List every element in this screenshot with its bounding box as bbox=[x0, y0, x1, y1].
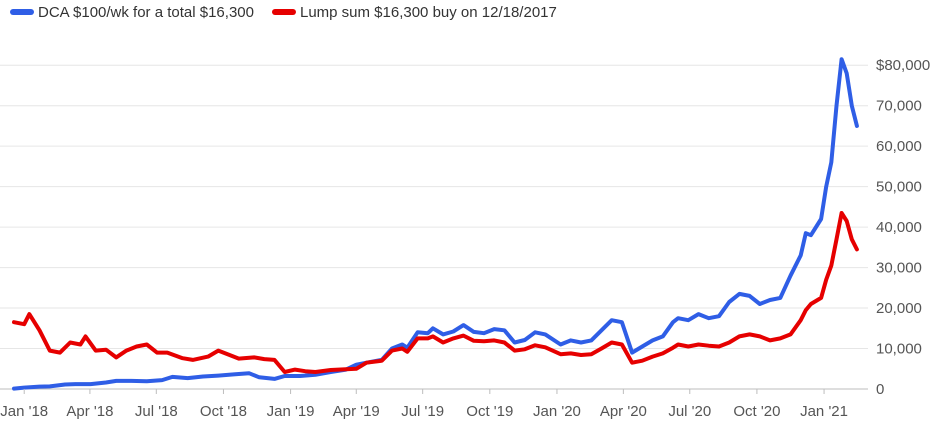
y-tick-label: 40,000 bbox=[876, 219, 922, 236]
legend: DCA $100/wk for a total $16,300 Lump sum … bbox=[10, 4, 557, 21]
x-tick-label: Apr '19 bbox=[333, 403, 380, 420]
x-axis-tick-labels: Jan '18 Apr '18 Jul '18 Oct '18 Jan '19 Apr '… bbox=[0, 389, 848, 420]
y-tick-label: $80,000 bbox=[876, 57, 930, 74]
x-tick-label: Jan '21 bbox=[800, 403, 848, 420]
x-tick-label: Oct '19 bbox=[466, 403, 513, 420]
y-tick-label: 60,000 bbox=[876, 138, 922, 155]
series-line-1 bbox=[12, 211, 859, 374]
legend-swatch bbox=[271, 9, 296, 15]
y-tick-label: 0 bbox=[876, 381, 884, 398]
y-tick-label: 10,000 bbox=[876, 341, 922, 358]
x-tick-label: Jan '20 bbox=[533, 403, 581, 420]
x-tick-label: Jul '19 bbox=[401, 403, 444, 420]
legend-swatch bbox=[10, 9, 34, 15]
y-tick-label: 70,000 bbox=[876, 98, 922, 115]
y-tick-label: 20,000 bbox=[876, 300, 922, 317]
x-tick-label: Apr '18 bbox=[66, 403, 113, 420]
y-tick-label: 50,000 bbox=[876, 179, 922, 196]
y-axis-tick-labels: 0 10,000 20,000 30,000 40,000 50,000 60,000 70,… bbox=[876, 57, 930, 398]
grid-lines bbox=[0, 64, 868, 390]
series-lines bbox=[12, 57, 859, 391]
x-tick-label: Oct '20 bbox=[733, 403, 780, 420]
x-tick-label: Oct '18 bbox=[200, 403, 247, 420]
x-tick-label: Jul '18 bbox=[135, 403, 178, 420]
legend-label: DCA $100/wk for a total $16,300 bbox=[38, 4, 254, 21]
legend-label: Lump sum $16,300 buy on 12/18/2017 bbox=[300, 4, 557, 21]
x-tick-label: Apr '20 bbox=[600, 403, 647, 420]
x-tick-label: Jan '19 bbox=[267, 403, 315, 420]
x-tick-label: Jul '20 bbox=[668, 403, 711, 420]
y-tick-label: 30,000 bbox=[876, 260, 922, 277]
x-tick-label: Jan '18 bbox=[0, 403, 48, 420]
series-line-0 bbox=[12, 57, 859, 391]
